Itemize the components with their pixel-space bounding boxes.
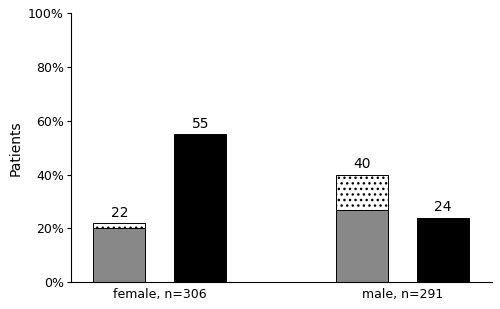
- Text: 40: 40: [354, 157, 371, 171]
- Bar: [94, 228, 145, 282]
- Bar: [336, 175, 388, 210]
- Bar: [336, 210, 388, 282]
- Bar: [94, 223, 145, 228]
- Bar: [174, 134, 226, 282]
- Text: 22: 22: [110, 206, 128, 220]
- Text: 24: 24: [434, 200, 452, 214]
- Bar: [417, 218, 469, 282]
- Y-axis label: Patients: Patients: [8, 120, 22, 176]
- Text: 55: 55: [192, 117, 209, 131]
